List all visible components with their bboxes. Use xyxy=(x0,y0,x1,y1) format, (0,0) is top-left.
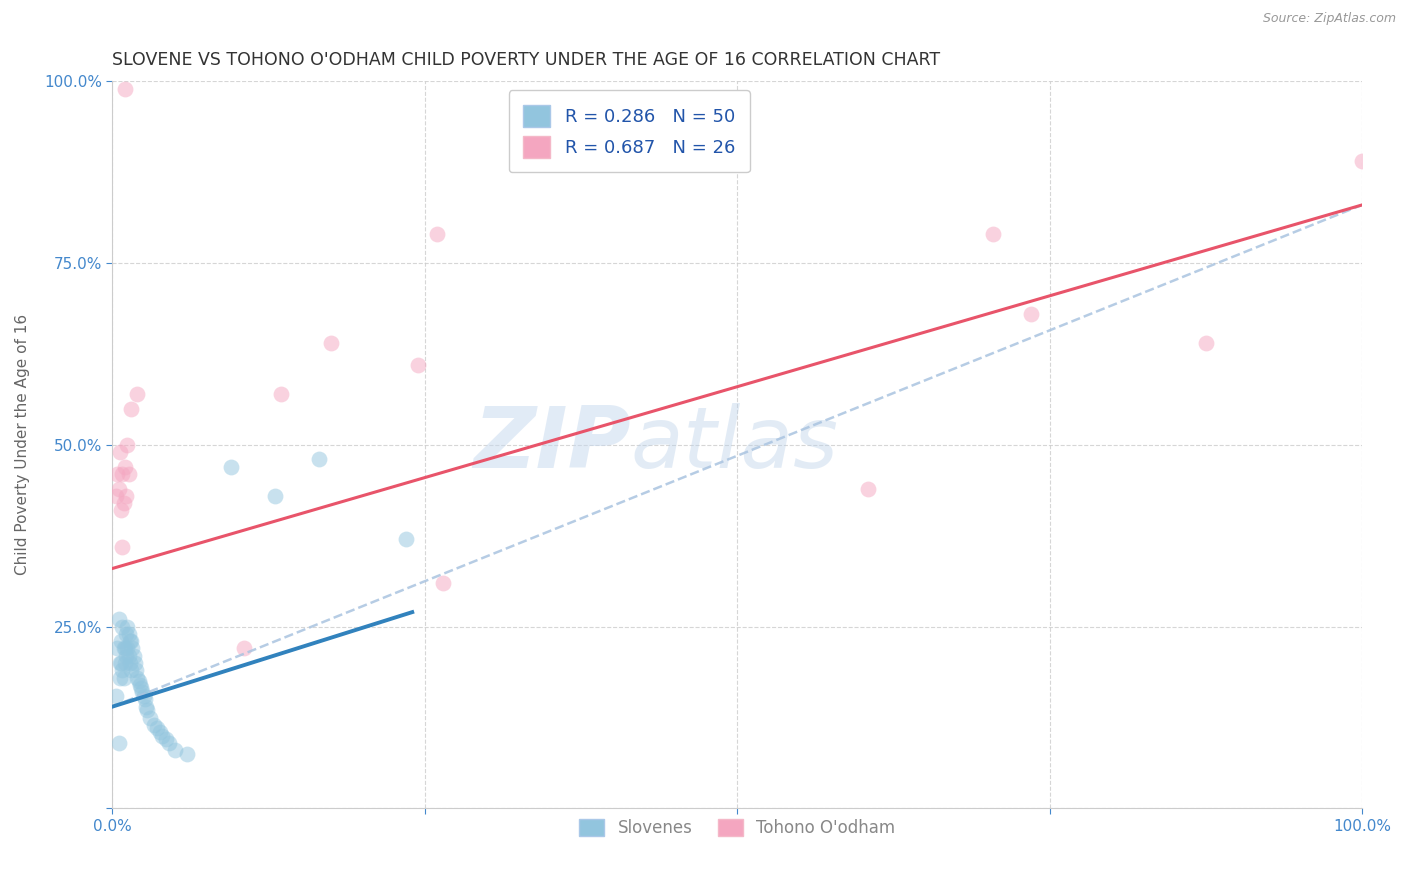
Point xyxy=(114,641,136,656)
Point xyxy=(114,81,136,95)
Point xyxy=(114,459,136,474)
Point xyxy=(121,641,143,656)
Point xyxy=(110,656,132,670)
Point xyxy=(120,663,142,677)
Point xyxy=(232,641,254,656)
Point xyxy=(1019,307,1042,321)
Point xyxy=(105,467,128,481)
Point xyxy=(149,725,172,739)
Point xyxy=(118,634,141,648)
Point xyxy=(146,722,169,736)
Point xyxy=(117,648,139,663)
Point xyxy=(319,336,342,351)
Point xyxy=(176,747,198,761)
Point xyxy=(110,634,132,648)
Point xyxy=(112,671,135,685)
Point xyxy=(111,540,134,554)
Text: atlas: atlas xyxy=(631,403,839,486)
Point xyxy=(432,576,454,591)
Point xyxy=(114,656,136,670)
Point xyxy=(118,656,141,670)
Point xyxy=(139,710,162,724)
Point xyxy=(105,689,128,703)
Point xyxy=(112,641,135,656)
Point xyxy=(120,634,142,648)
Legend: Slovenes, Tohono O'odham: Slovenes, Tohono O'odham xyxy=(572,813,901,844)
Text: SLOVENE VS TOHONO O'ODHAM CHILD POVERTY UNDER THE AGE OF 16 CORRELATION CHART: SLOVENE VS TOHONO O'ODHAM CHILD POVERTY … xyxy=(112,51,941,69)
Point xyxy=(142,718,165,732)
Point xyxy=(124,656,146,670)
Point xyxy=(128,678,150,692)
Point xyxy=(127,671,149,685)
Point xyxy=(128,674,150,689)
Point xyxy=(117,438,139,452)
Point xyxy=(105,489,128,503)
Point xyxy=(115,627,138,641)
Point xyxy=(127,387,149,401)
Point xyxy=(115,648,138,663)
Point xyxy=(219,459,242,474)
Point xyxy=(983,227,1005,241)
Point xyxy=(129,681,152,696)
Point xyxy=(395,533,418,547)
Point xyxy=(105,641,128,656)
Point xyxy=(111,620,134,634)
Point xyxy=(112,496,135,510)
Point xyxy=(110,503,132,517)
Point xyxy=(111,467,134,481)
Point xyxy=(108,445,131,459)
Point xyxy=(134,692,156,706)
Point xyxy=(136,703,159,717)
Point xyxy=(426,227,449,241)
Point xyxy=(132,689,155,703)
Point xyxy=(108,656,131,670)
Point xyxy=(155,732,177,747)
Point xyxy=(117,641,139,656)
Text: Source: ZipAtlas.com: Source: ZipAtlas.com xyxy=(1263,12,1396,25)
Point xyxy=(107,482,129,496)
Point xyxy=(131,685,153,699)
Point xyxy=(107,612,129,626)
Point xyxy=(117,620,139,634)
Point xyxy=(308,452,330,467)
Point xyxy=(858,482,880,496)
Point xyxy=(111,663,134,677)
Point xyxy=(135,699,157,714)
Point xyxy=(117,627,139,641)
Y-axis label: Child Poverty Under the Age of 16: Child Poverty Under the Age of 16 xyxy=(15,314,30,575)
Text: ZIP: ZIP xyxy=(474,403,631,486)
Point xyxy=(270,387,292,401)
Point xyxy=(122,648,145,663)
Point xyxy=(108,671,131,685)
Point xyxy=(107,736,129,750)
Point xyxy=(163,743,186,757)
Point xyxy=(117,467,139,481)
Point xyxy=(115,489,138,503)
Point xyxy=(263,489,285,503)
Point xyxy=(150,729,173,743)
Point xyxy=(1351,154,1374,169)
Point xyxy=(120,401,142,416)
Point xyxy=(157,736,180,750)
Point xyxy=(408,358,430,372)
Point xyxy=(1195,336,1218,351)
Point xyxy=(125,663,148,677)
